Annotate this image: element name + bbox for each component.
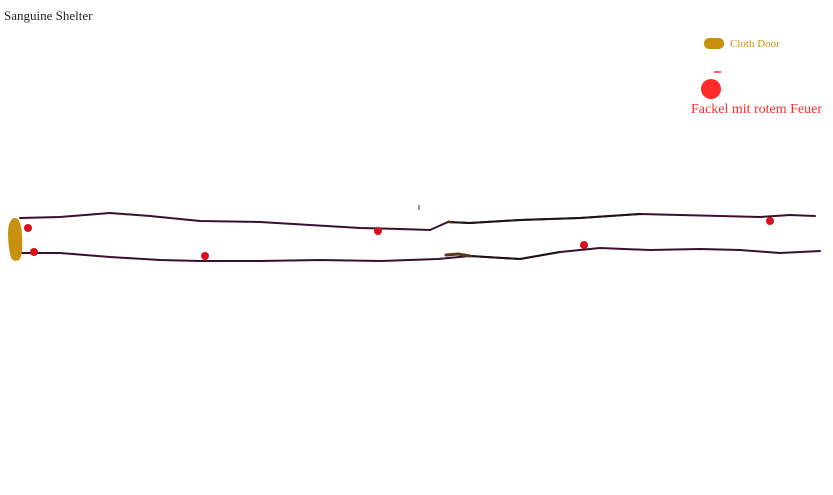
red-torch-icon[interactable] — [580, 241, 588, 249]
red-torch-icon[interactable] — [201, 252, 209, 260]
tunnel-lower-wall — [21, 247, 821, 262]
tunnel-upper-wall — [19, 212, 816, 231]
wall-notch — [447, 220, 453, 224]
tunnel-upper-wall-east — [447, 213, 641, 225]
debris-mark — [444, 252, 472, 258]
tunnel-lower-wall-east — [469, 251, 561, 261]
red-torch-icon — [701, 79, 721, 99]
map-title: Sanguine Shelter — [4, 8, 93, 23]
cloth-door-icon — [704, 38, 724, 49]
red-torch-icon[interactable] — [24, 224, 32, 232]
cloth-door[interactable] — [8, 218, 23, 261]
legend-cloth-door-label: Cloth Door — [730, 38, 780, 50]
red-torch-icon[interactable] — [30, 248, 38, 256]
red-torch-icon[interactable] — [766, 217, 774, 225]
legend-torch-label: Fackel mit rotem Feuer — [691, 102, 823, 117]
red-torch-icon[interactable] — [374, 227, 382, 235]
